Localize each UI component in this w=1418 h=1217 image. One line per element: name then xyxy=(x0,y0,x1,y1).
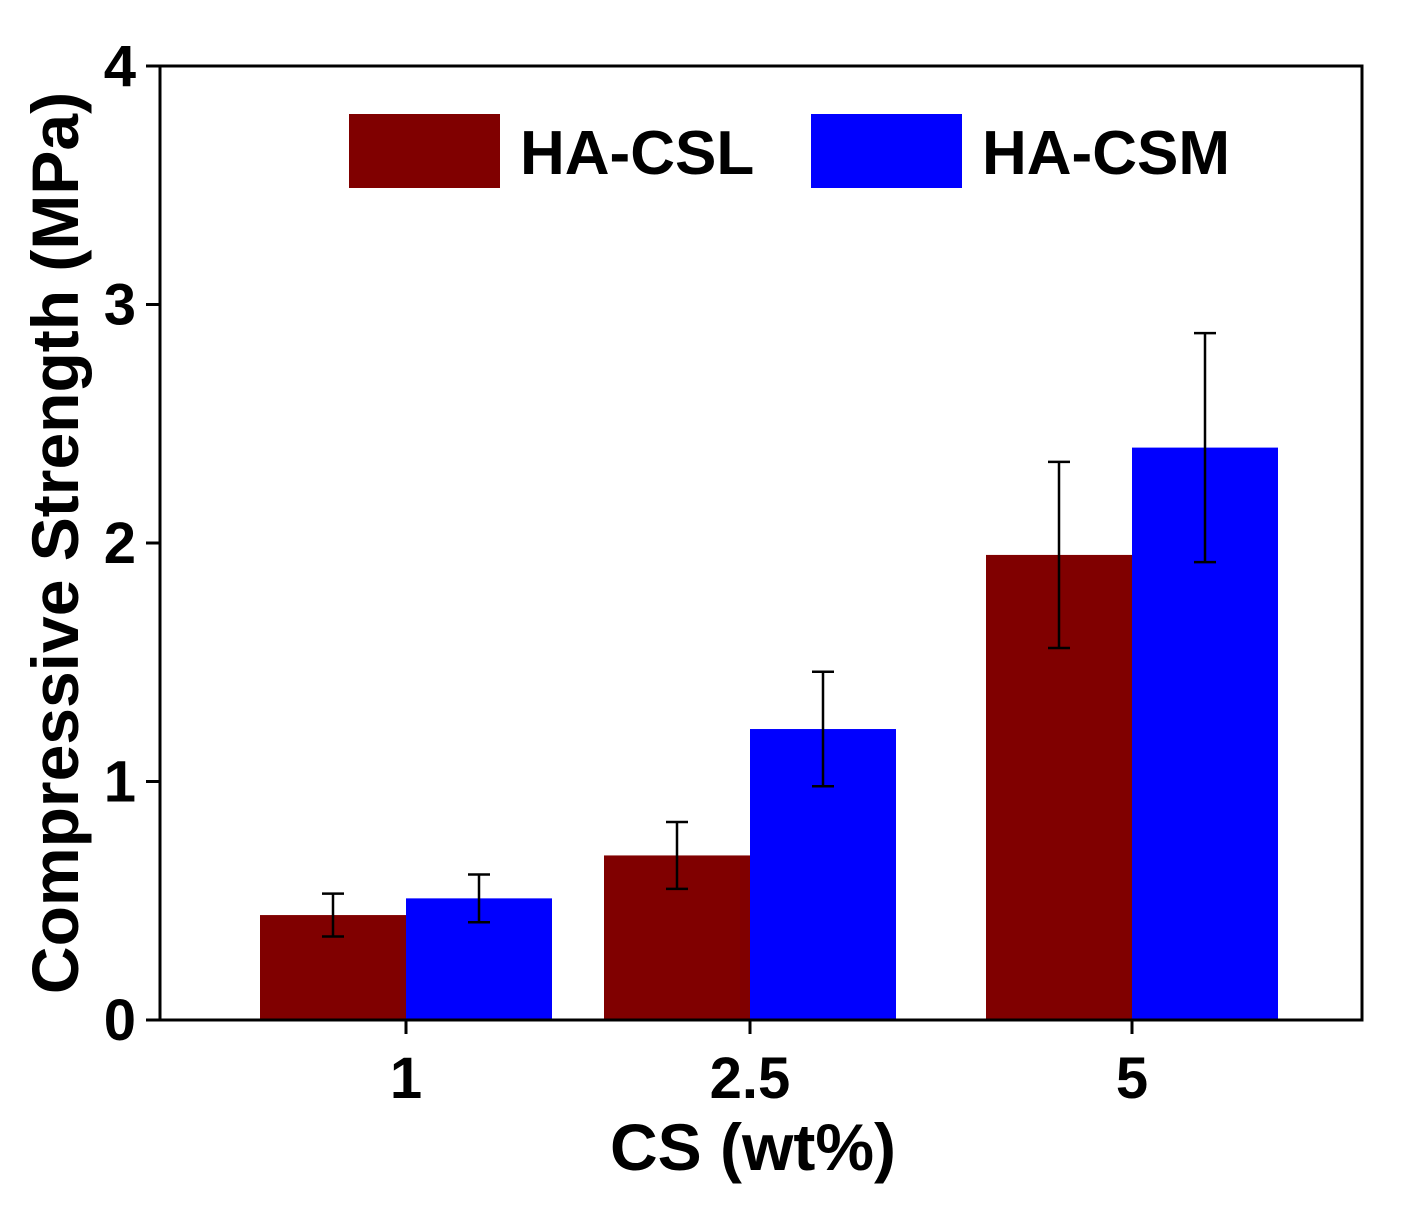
error-bar-ha-csm-5 xyxy=(1194,331,1216,564)
legend-swatch-ha-csl xyxy=(349,114,500,188)
error-bar-ha-csl-5 xyxy=(1048,460,1070,650)
y-tick-label: 0 xyxy=(104,988,136,1053)
error-bars-layer xyxy=(322,331,1216,938)
error-bar-ha-csl-1 xyxy=(322,892,344,938)
x-tick-label: 5 xyxy=(1116,1046,1148,1111)
legend-label-ha-csl: HA-CSL xyxy=(520,119,754,188)
error-bar-ha-csm-1 xyxy=(468,873,490,924)
x-axis-title: CS (wt%) xyxy=(610,1110,896,1184)
legend: HA-CSL HA-CSM xyxy=(349,114,1230,188)
legend-swatch-ha-csm xyxy=(811,114,962,188)
x-axis: 1 2.5 5 xyxy=(390,1020,1148,1111)
x-tick-label: 1 xyxy=(390,1046,422,1111)
error-bar-ha-csl-2-5 xyxy=(666,820,688,891)
y-axis-title: Compressive Strength (MPa) xyxy=(18,92,92,994)
y-axis: 0 1 2 3 4 xyxy=(104,34,160,1053)
legend-label-ha-csm: HA-CSM xyxy=(982,119,1230,188)
x-tick-label: 2.5 xyxy=(710,1046,791,1111)
y-tick-label: 2 xyxy=(104,511,136,576)
y-tick-label: 3 xyxy=(104,273,136,338)
y-tick-label: 1 xyxy=(104,750,136,815)
error-bar-ha-csm-2-5 xyxy=(812,670,834,788)
y-tick-label: 4 xyxy=(104,34,136,99)
bars-layer xyxy=(260,447,1278,1021)
